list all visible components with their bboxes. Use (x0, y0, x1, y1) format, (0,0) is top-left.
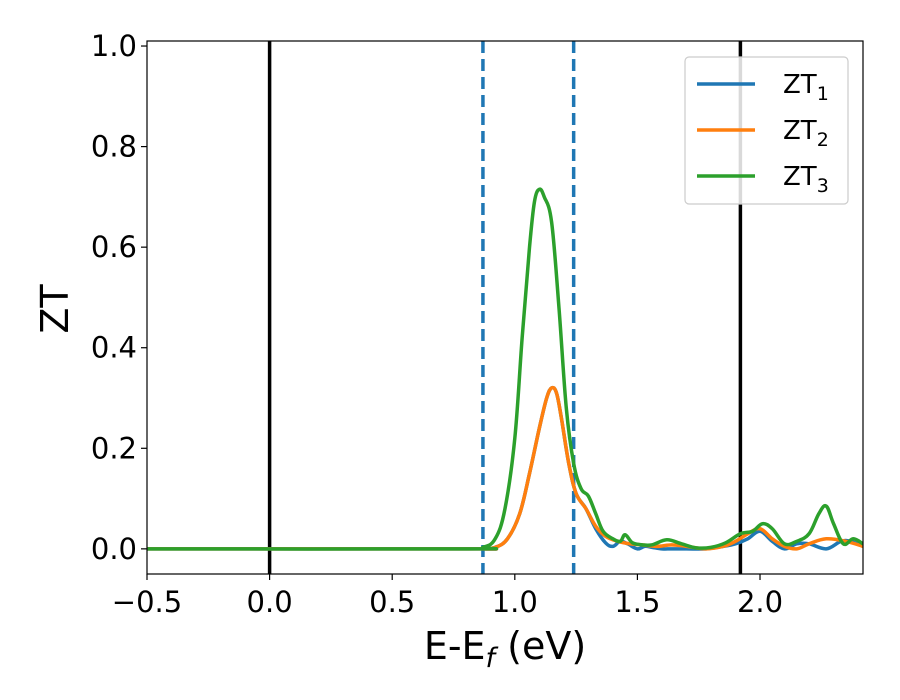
legend: ZT1 ZT2 ZT3 (684, 56, 849, 205)
axes-frame (146, 40, 864, 575)
x-tick-label: 0.5 (369, 585, 415, 619)
y-tick-label: 0.8 (91, 130, 137, 164)
y-tick-label: 0.6 (91, 230, 137, 264)
y-tick-label: 0.0 (91, 532, 137, 566)
legend-label-zt2: ZT2 (783, 116, 829, 151)
series-line-zt1 (147, 385, 863, 551)
legend-label-zt3: ZT3 (783, 162, 829, 197)
y-tick-label: 0.2 (91, 431, 137, 465)
x-axis-label: E-Ef (eV) (424, 624, 586, 674)
x-tick-label: −0.5 (112, 585, 182, 619)
x-tick-label: 1.0 (492, 585, 538, 619)
ticks: −0.5 0.0 0.5 1.0 1.5 2.0 0.0 0.2 0.4 0.6 0.8 1.0 (91, 29, 783, 619)
legend-box (684, 56, 849, 205)
x-tick-label: 2.0 (737, 585, 783, 619)
axes (146, 40, 864, 575)
y-axis-label: ZT (33, 284, 77, 334)
series-line-zt2 (147, 385, 863, 551)
y-tick-label: 1.0 (91, 29, 137, 63)
legend-label-zt1: ZT1 (783, 70, 829, 105)
x-tick-label: 0.0 (247, 585, 293, 619)
series-line-zt3 (147, 187, 863, 551)
x-tick-label: 1.5 (614, 585, 660, 619)
y-tick-label: 0.4 (91, 331, 137, 365)
